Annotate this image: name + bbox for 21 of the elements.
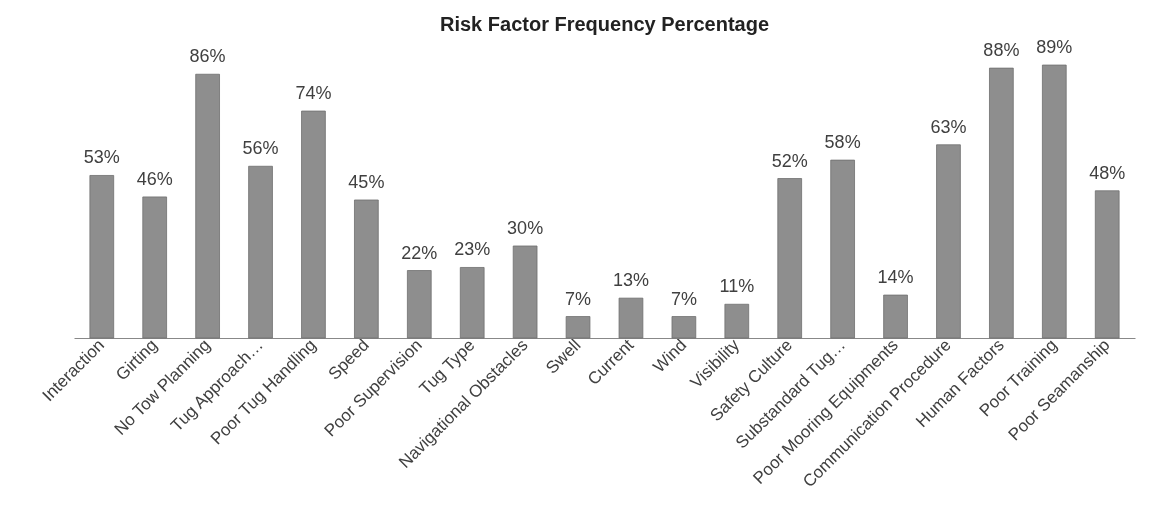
data-label: 23% xyxy=(454,239,491,260)
data-label: 30% xyxy=(507,217,544,238)
data-label: 53% xyxy=(83,147,120,168)
data-label: 22% xyxy=(401,242,438,263)
data-label: 56% xyxy=(242,138,279,159)
data-label: 63% xyxy=(930,116,967,137)
data-label: 89% xyxy=(1036,37,1073,58)
data-label: 46% xyxy=(136,168,173,189)
data-label: 14% xyxy=(877,267,914,288)
data-label: 11% xyxy=(719,276,755,297)
data-label: 13% xyxy=(612,270,649,291)
data-label: 86% xyxy=(189,46,226,67)
data-label: 7% xyxy=(670,288,697,309)
data-label: 48% xyxy=(1089,162,1126,183)
data-label: 7% xyxy=(565,288,592,309)
data-label: 45% xyxy=(348,171,385,192)
data-label: 74% xyxy=(295,83,332,104)
data-label: 88% xyxy=(983,40,1020,61)
chart-title: Risk Factor Frequency Percentage xyxy=(439,13,770,35)
data-label: 52% xyxy=(771,150,808,171)
data-label: 58% xyxy=(824,132,861,153)
